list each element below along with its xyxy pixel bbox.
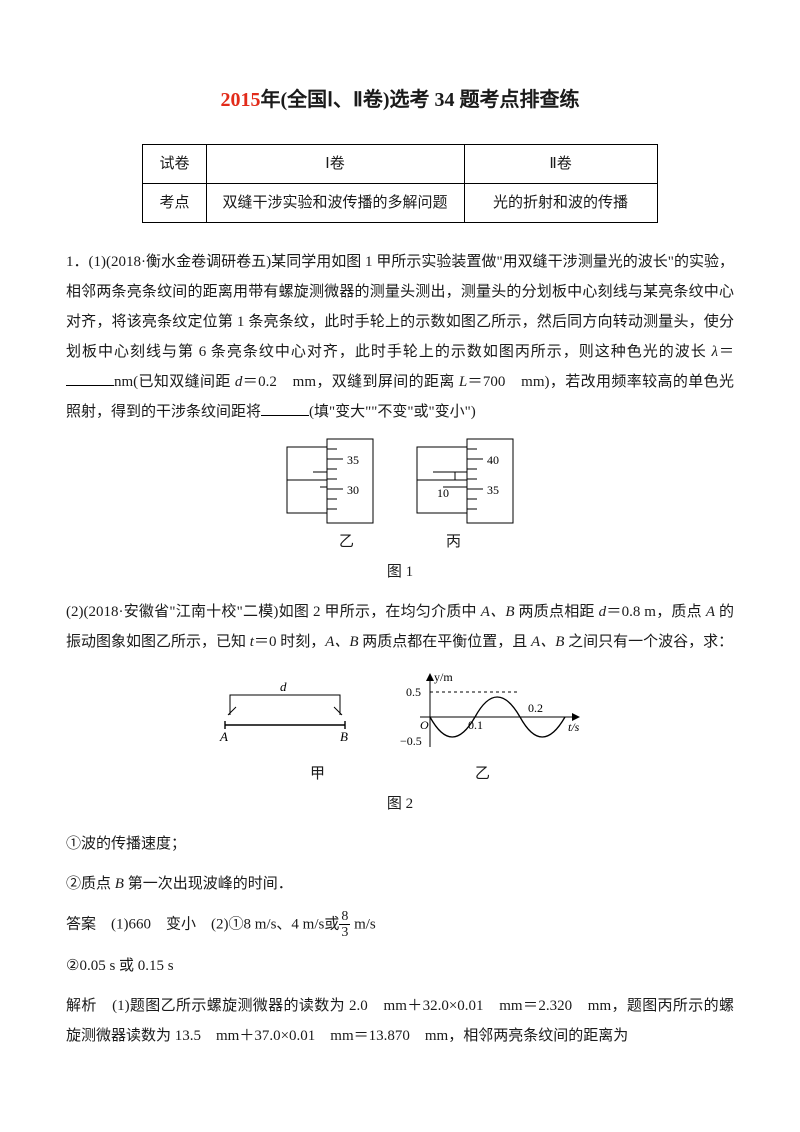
fig2-label-left: 甲 — [310, 759, 325, 789]
fraction-8-3: 83 — [339, 909, 350, 941]
micrometer-right-icon: 10 40 35 — [415, 437, 515, 525]
fig1-left-top: 35 — [347, 453, 359, 467]
fig2-left-icon: d A B — [210, 677, 360, 747]
subq-b-post: 第一次出现波峰的时间． — [124, 876, 293, 892]
fig2-right-icon: y/m 0.5 −0.5 O 0.1 0.2 t/s — [400, 667, 590, 757]
q2-tval: ＝0 时刻， — [254, 634, 325, 650]
q2-d: d — [599, 604, 607, 620]
fig2-tlabel: t/s — [568, 720, 580, 734]
cell-r1c3: Ⅱ卷 — [464, 145, 657, 184]
q2-AB2: A、B — [325, 634, 358, 650]
ans-1b: m/s — [350, 916, 375, 932]
figure-2: d A B y/m 0.5 −0.5 O 0.1 0.2 t/s — [66, 667, 734, 757]
answer-line3: 解析 (1)题图乙所示螺旋测微器的读数为 2.0 mm＋32.0×0.01 mm… — [66, 991, 734, 1051]
q1-eq1: ＝ — [718, 344, 734, 360]
ans-1a: 答案 (1)660 变小 (2)①8 m/s、4 m/s或 — [66, 916, 339, 932]
q2-mid3: 两质点都在平衡位置，且 — [359, 634, 532, 650]
frac-num: 8 — [339, 909, 350, 925]
fig1-label-right: 丙 — [446, 527, 461, 557]
fig2-ylabel: y/m — [434, 670, 453, 684]
q2-mid1: 两质点相距 — [515, 604, 599, 620]
fig2-d: d — [280, 679, 287, 694]
cell-r2c2: 双缝干涉实验和波传播的多解问题 — [206, 184, 464, 223]
fig2-ybot: −0.5 — [400, 734, 422, 748]
cell-r2c1: 考点 — [143, 184, 206, 223]
q2-AB3: A、B — [531, 634, 564, 650]
cell-r1c2: Ⅰ卷 — [206, 145, 464, 184]
answer-line1: 答案 (1)660 变小 (2)①8 m/s、4 m/s或83 m/s — [66, 909, 734, 941]
fig2-A: A — [219, 729, 228, 744]
answer-line2: ②0.05 s 或 0.15 s — [66, 951, 734, 981]
fig2-label-right: 乙 — [475, 759, 490, 789]
q2-tail: 之间只有一个波谷，求： — [564, 634, 733, 650]
q1-dval: ＝0.2 mm，双缝到屏间的距离 — [242, 374, 458, 390]
cell-r2c3: 光的折射和波的传播 — [464, 184, 657, 223]
cell-r1c1: 试卷 — [143, 145, 206, 184]
fig1-left-bot: 30 — [347, 483, 359, 497]
q1-after1: nm(已知双缝间距 — [114, 374, 235, 390]
fig2-labels: 甲 乙 — [66, 759, 734, 789]
q2-head: (2)(2018·安徽省"江南十校"二模)如图 2 甲所示，在均匀介质中 — [66, 604, 481, 620]
blank-2 — [261, 402, 309, 417]
fig1-right-top: 40 — [487, 453, 499, 467]
meta-table: 试卷 Ⅰ卷 Ⅱ卷 考点 双缝干涉实验和波传播的多解问题 光的折射和波的传播 — [142, 144, 657, 223]
q1-L: L — [459, 374, 467, 390]
fig2-O: O — [420, 718, 429, 732]
title-year: 2015 — [220, 89, 260, 111]
fig1-right-bot: 35 — [487, 483, 499, 497]
title-rest: 年(全国Ⅰ、Ⅱ卷)选考 34 题考点排查练 — [260, 89, 579, 111]
fig2-caption: 图 2 — [66, 789, 734, 819]
q1-tail: (填"变大""不变"或"变小") — [309, 404, 476, 420]
fig1-right-mid: 10 — [437, 486, 449, 500]
q2-AB1: A、B — [481, 604, 515, 620]
fig1-caption: 图 1 — [66, 557, 734, 587]
fig2-ytop: 0.5 — [406, 685, 421, 699]
fig1-labels: 乙 丙 — [66, 527, 734, 557]
micrometer-left-icon: 35 30 — [285, 437, 375, 525]
fig2-x1: 0.1 — [468, 718, 483, 732]
subq-a: ①波的传播速度； — [66, 829, 734, 859]
fig2-x2: 0.2 — [528, 701, 543, 715]
q1-text: 1．(1)(2018·衡水金卷调研卷五)某同学用如图 1 甲所示实验装置做"用双… — [66, 254, 734, 360]
q1-paragraph: 1．(1)(2018·衡水金卷调研卷五)某同学用如图 1 甲所示实验装置做"用双… — [66, 247, 734, 427]
subq-b-pre: ②质点 — [66, 876, 115, 892]
q2-paragraph: (2)(2018·安徽省"江南十校"二模)如图 2 甲所示，在均匀介质中 A、B… — [66, 597, 734, 657]
fig2-B: B — [340, 729, 348, 744]
fig1-label-left: 乙 — [339, 527, 354, 557]
blank-1 — [66, 372, 114, 387]
subq-b: ②质点 B 第一次出现波峰的时间． — [66, 869, 734, 899]
q2-dval: ＝0.8 m，质点 — [606, 604, 706, 620]
frac-den: 3 — [339, 925, 350, 940]
q2-A2: A — [706, 604, 715, 620]
page-title: 2015年(全国Ⅰ、Ⅱ卷)选考 34 题考点排查练 — [66, 80, 734, 120]
figure-1: 35 30 10 40 35 — [66, 437, 734, 525]
subq-b-B: B — [115, 876, 124, 892]
